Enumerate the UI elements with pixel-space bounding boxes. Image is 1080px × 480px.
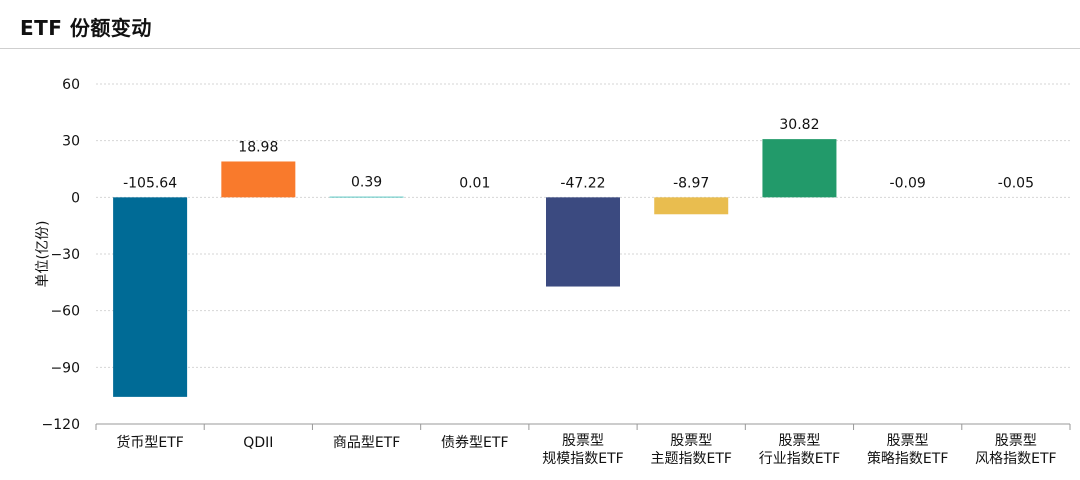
data-label: 0.39 bbox=[351, 175, 382, 191]
y-tick-label: −60 bbox=[50, 304, 80, 320]
y-tick-label: 60 bbox=[62, 77, 80, 93]
bar bbox=[329, 196, 404, 198]
y-axis-label: 单位(亿份) bbox=[35, 221, 51, 288]
x-category-label: 商品型ETF bbox=[333, 435, 400, 451]
data-label: -0.05 bbox=[998, 175, 1034, 191]
x-category-label: 策略指数ETF bbox=[867, 450, 948, 467]
data-label: 0.01 bbox=[459, 175, 490, 191]
bar bbox=[546, 197, 620, 287]
x-category-label: 规模指数ETF bbox=[542, 451, 623, 467]
y-tick-label: 30 bbox=[62, 134, 80, 150]
x-category-label: 股票型 bbox=[562, 433, 604, 449]
y-tick-label: −120 bbox=[42, 417, 80, 433]
y-tick-label: −30 bbox=[50, 247, 80, 263]
x-category-label: 股票型 bbox=[670, 433, 712, 449]
data-label: -47.22 bbox=[560, 175, 605, 191]
bar bbox=[762, 139, 837, 198]
chart-title: ETF 份额变动 bbox=[20, 16, 152, 40]
x-category-label: 股票型 bbox=[887, 433, 929, 449]
x-category-label: 行业指数ETF bbox=[759, 451, 840, 467]
y-tick-label: −90 bbox=[50, 360, 80, 376]
x-category-label: 债券型ETF bbox=[441, 435, 508, 451]
x-category-label: 风格指数ETF bbox=[975, 451, 1056, 467]
title-divider bbox=[0, 48, 1080, 49]
data-label: -105.64 bbox=[123, 175, 177, 191]
data-label: -8.97 bbox=[673, 175, 709, 191]
bar bbox=[113, 197, 188, 397]
x-category-label: 股票型 bbox=[778, 433, 820, 449]
x-category-label: QDII bbox=[243, 435, 273, 451]
data-label: 18.98 bbox=[238, 139, 278, 155]
x-category-label: 股票型 bbox=[995, 433, 1037, 449]
bar bbox=[221, 161, 296, 198]
bar bbox=[654, 197, 729, 215]
data-label: -0.09 bbox=[890, 175, 926, 191]
data-label: 30.82 bbox=[779, 117, 819, 133]
x-category-label: 货币型ETF bbox=[116, 434, 183, 451]
x-category-label: 主题指数ETF bbox=[650, 451, 731, 467]
y-tick-label: 0 bbox=[71, 190, 80, 206]
